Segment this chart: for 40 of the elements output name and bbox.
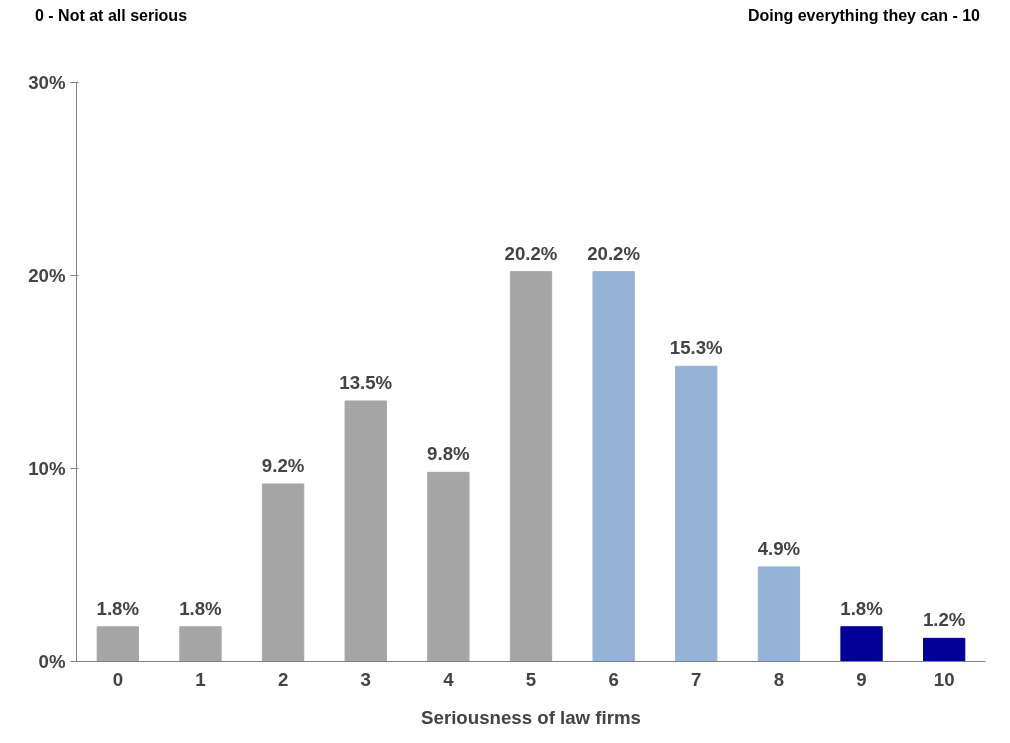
y-tick-label: 10% [28,458,66,479]
x-tick-label: 5 [525,668,537,690]
x-tick-label: 7 [691,668,702,690]
y-tick-label: 20% [28,265,66,286]
bar [96,626,139,662]
data-label: 20.2% [587,242,641,264]
data-label: 4.9% [757,537,801,559]
text: 0 - Not at all serious [35,6,188,26]
data-label: 9.8% [427,443,471,465]
x-axis-title: Seriousness of law firms [421,706,641,728]
data-label: 9.2% [261,454,305,476]
data-label: 20.2% [504,242,558,264]
x-tick-label: 10 [933,668,955,690]
y-tick-label: 30% [28,72,66,93]
x-tick-label: 0 [112,668,124,690]
bar [675,365,718,662]
bar [509,271,553,662]
bar [427,471,470,662]
x-tick-label: 3 [360,668,371,690]
bar [179,626,222,662]
data-label: 1.8% [840,597,884,619]
bar [261,483,305,662]
x-tick-label: 6 [608,668,619,690]
data-label: 13.5% [339,371,393,393]
bar [757,566,801,662]
bar [592,271,635,662]
x-tick-label: 1 [195,668,206,690]
y-tick-label: 0% [38,651,66,672]
x-tick-label: 4 [443,668,455,690]
bar [923,637,966,662]
data-label: 1.8% [96,597,140,619]
bar [344,400,387,662]
text: Doing everything they can - 10 [747,6,980,26]
x-tick-label: 9 [856,668,867,690]
data-label: 15.3% [669,337,724,359]
bar [840,626,883,662]
data-label: 1.2% [922,609,966,631]
data-label: 1.8% [179,597,223,619]
x-tick-label: 2 [277,668,289,690]
x-tick-label: 8 [773,668,785,690]
